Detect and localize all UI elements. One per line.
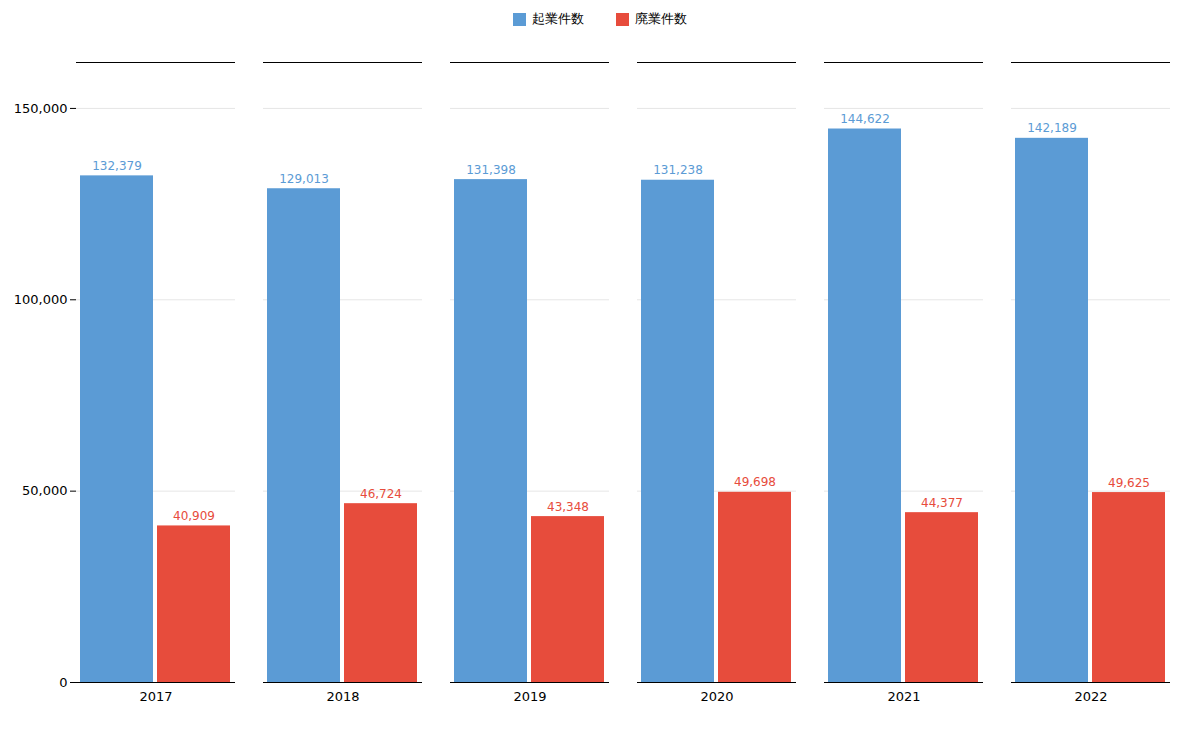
- svg-text:43,348: 43,348: [547, 500, 589, 514]
- svg-text:49,698: 49,698: [734, 475, 776, 489]
- svg-text:131,398: 131,398: [466, 163, 516, 177]
- svg-text:0: 0: [59, 675, 67, 690]
- svg-text:46,724: 46,724: [360, 487, 402, 501]
- svg-text:100,000: 100,000: [14, 292, 68, 307]
- svg-text:50,000: 50,000: [22, 483, 68, 498]
- svg-text:2022: 2022: [1074, 689, 1107, 704]
- html-text:起業件数: 起業件数: [532, 11, 584, 26]
- svg-text:129,013: 129,013: [279, 172, 329, 186]
- svg-text:49,625: 49,625: [1108, 476, 1150, 490]
- html-text:廃業件数: 廃業件数: [635, 11, 687, 26]
- svg-text:2020: 2020: [700, 689, 733, 704]
- svg-text:40,909: 40,909: [173, 509, 215, 523]
- svg-text:131,238: 131,238: [653, 163, 703, 177]
- svg-text:132,379: 132,379: [92, 159, 142, 173]
- svg-text:144,622: 144,622: [840, 112, 890, 126]
- svg-text:150,000: 150,000: [14, 101, 68, 116]
- svg-text:2017: 2017: [139, 689, 172, 704]
- svg-text:2018: 2018: [326, 689, 359, 704]
- svg-text:142,189: 142,189: [1027, 121, 1077, 135]
- svg-text:2019: 2019: [513, 689, 546, 704]
- svg-text:44,377: 44,377: [921, 496, 963, 510]
- svg-text:2021: 2021: [887, 689, 920, 704]
